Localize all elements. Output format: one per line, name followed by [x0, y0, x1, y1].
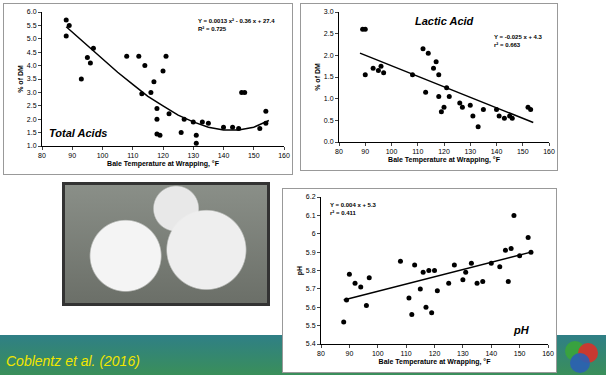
svg-text:80: 80	[317, 350, 325, 357]
html-text:Coblentz et al. (2016): Coblentz et al. (2016)	[6, 353, 140, 369]
svg-text:140: 140	[218, 152, 230, 159]
svg-text:100: 100	[372, 350, 384, 357]
svg-text:Bale Temperature at Wrapping,: Bale Temperature at Wrapping, °F	[388, 156, 501, 164]
svg-text:2.0: 2.0	[324, 52, 334, 59]
svg-text:150: 150	[517, 148, 529, 155]
svg-text:2.0: 2.0	[27, 116, 37, 123]
svg-text:1.5: 1.5	[27, 129, 37, 136]
svg-text:pH: pH	[296, 266, 304, 275]
svg-text:160: 160	[542, 350, 554, 357]
svg-text:3.0: 3.0	[27, 89, 37, 96]
svg-text:2.5: 2.5	[27, 102, 37, 109]
svg-text:150: 150	[248, 152, 260, 159]
svg-text:6.2: 6.2	[306, 193, 316, 200]
svg-text:140: 140	[485, 350, 497, 357]
svg-text:100: 100	[386, 148, 398, 155]
svg-text:pH: pH	[513, 324, 530, 336]
svg-text:110: 110	[127, 152, 138, 159]
svg-text:5.0: 5.0	[27, 35, 37, 42]
svg-text:Bale Temperature at Wrapping,: Bale Temperature at Wrapping, °F	[379, 358, 492, 366]
svg-text:% of DM: % of DM	[17, 65, 24, 93]
svg-text:120: 120	[438, 148, 450, 155]
svg-text:1.0: 1.0	[324, 95, 334, 102]
svg-text:100: 100	[97, 152, 109, 159]
svg-text:1.0: 1.0	[27, 142, 37, 149]
svg-text:Bale Temperature at Wrapping,: Bale Temperature at Wrapping, °F	[107, 160, 220, 168]
svg-text:5.7: 5.7	[306, 285, 316, 292]
svg-text:130: 130	[464, 148, 476, 155]
svg-text:6: 6	[312, 230, 316, 237]
svg-text:Total Acids: Total Acids	[49, 127, 107, 139]
svg-text:6.1: 6.1	[306, 212, 316, 219]
svg-text:0.5: 0.5	[324, 117, 334, 124]
svg-text:80: 80	[335, 148, 343, 155]
svg-text:120: 120	[157, 152, 169, 159]
svg-text:110: 110	[412, 148, 423, 155]
svg-text:% of DM: % of DM	[314, 63, 321, 91]
svg-text:5.5: 5.5	[27, 22, 37, 29]
svg-text:90: 90	[361, 148, 369, 155]
svg-text:160: 160	[278, 152, 290, 159]
svg-text:Lactic Acid: Lactic Acid	[415, 15, 474, 27]
svg-text:5.5: 5.5	[306, 322, 316, 329]
svg-text:Y = -0.025 x + 4.3r² = 0.663: Y = -0.025 x + 4.3r² = 0.663	[494, 34, 543, 48]
svg-text:3.5: 3.5	[27, 75, 37, 82]
svg-text:5.4: 5.4	[306, 340, 316, 347]
svg-text:80: 80	[38, 152, 46, 159]
svg-text:0.0: 0.0	[324, 138, 334, 145]
svg-text:140: 140	[491, 148, 503, 155]
svg-text:4.5: 4.5	[27, 49, 37, 56]
svg-text:90: 90	[345, 350, 353, 357]
svg-text:5.8: 5.8	[306, 267, 316, 274]
svg-text:Y = 0.004 x + 5.3r² = 0.411: Y = 0.004 x + 5.3r² = 0.411	[330, 202, 377, 216]
svg-text:120: 120	[429, 350, 441, 357]
svg-text:110: 110	[401, 350, 412, 357]
svg-text:130: 130	[457, 350, 469, 357]
svg-text:150: 150	[514, 350, 526, 357]
svg-text:90: 90	[68, 152, 76, 159]
svg-text:160: 160	[543, 148, 555, 155]
svg-text:4.0: 4.0	[27, 62, 37, 69]
svg-text:1.5: 1.5	[324, 73, 334, 80]
svg-text:5.9: 5.9	[306, 249, 316, 256]
svg-text:5.6: 5.6	[306, 304, 316, 311]
svg-text:6.0: 6.0	[27, 8, 37, 15]
svg-text:3.0: 3.0	[324, 8, 334, 15]
svg-text:130: 130	[187, 152, 199, 159]
svg-text:2.5: 2.5	[324, 30, 334, 37]
svg-text:Y = 0.0013 x² - 0.36 x + 27.4R: Y = 0.0013 x² - 0.36 x + 27.4R² = 0.725	[198, 18, 275, 32]
